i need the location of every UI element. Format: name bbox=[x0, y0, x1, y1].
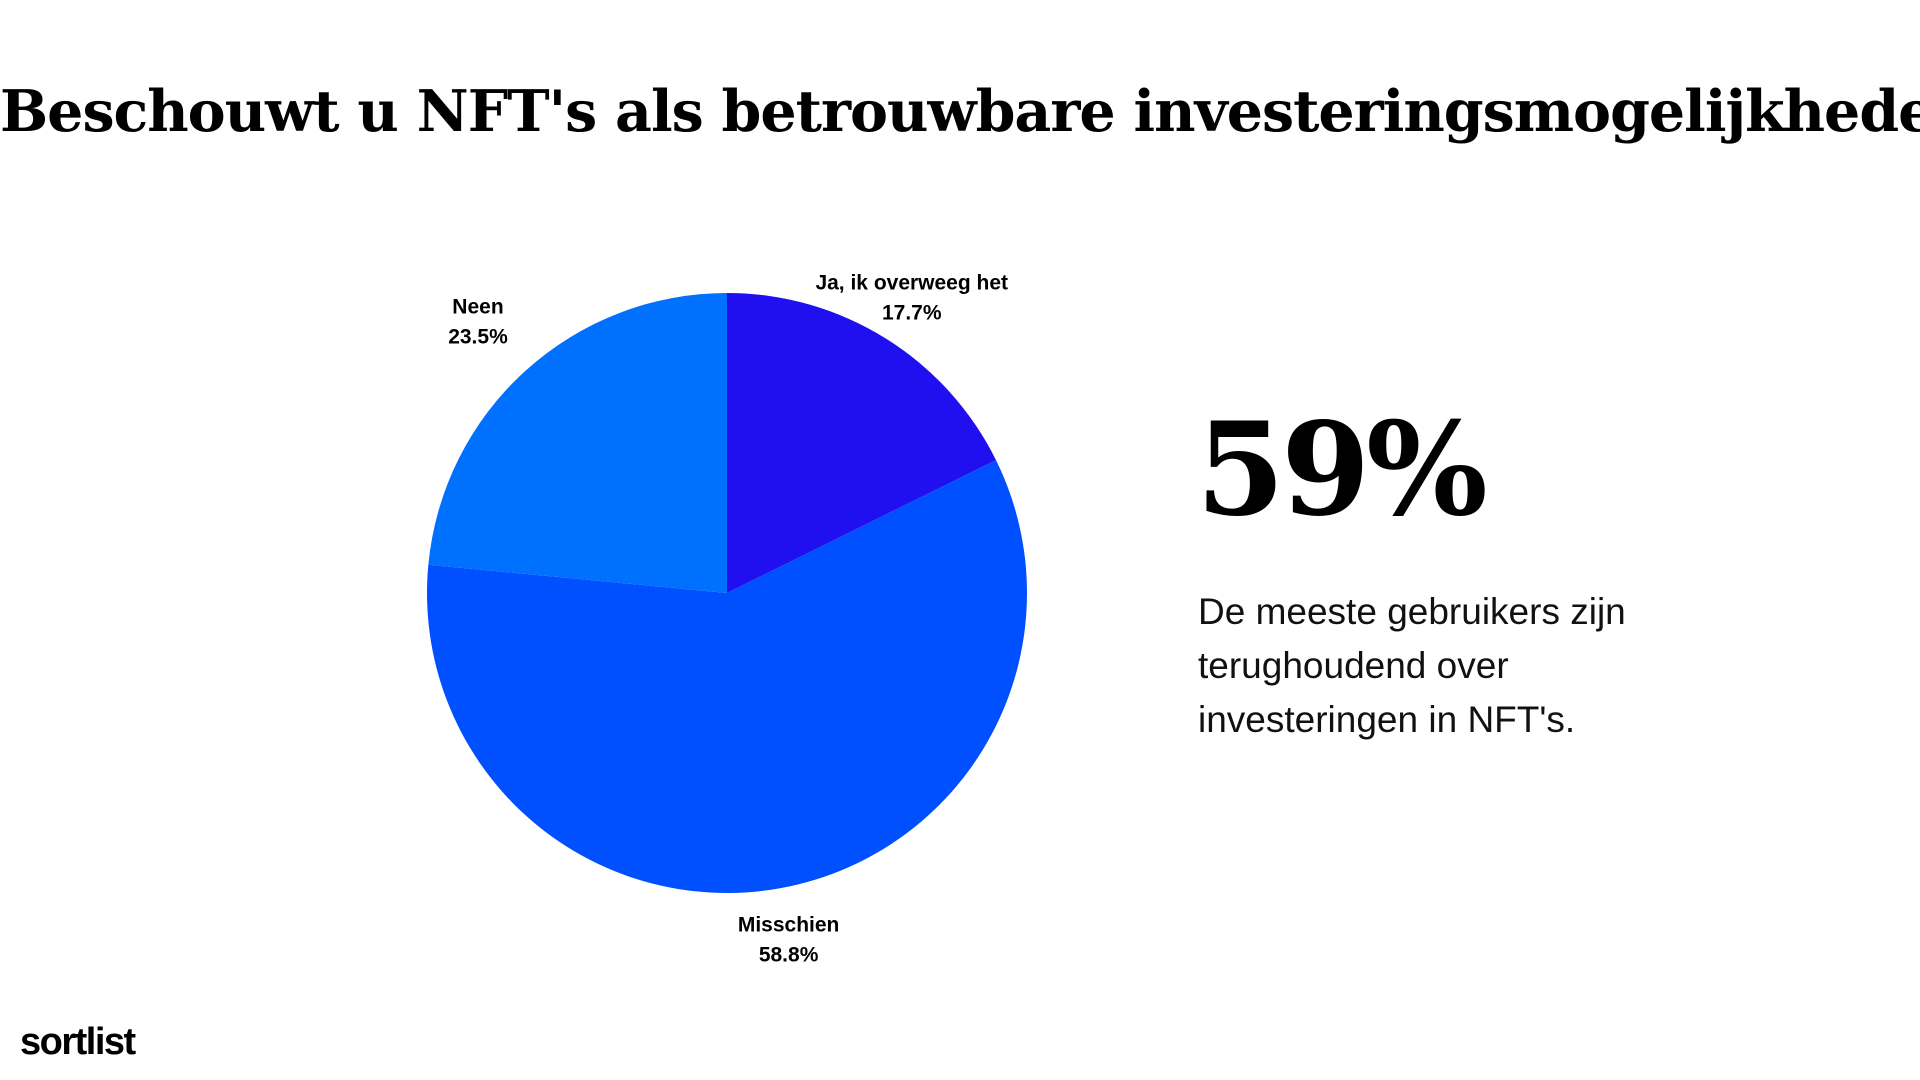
highlight-caption: De meeste gebruikers zijn terughoudend o… bbox=[1198, 591, 1626, 740]
sortlist-logo: sortlist bbox=[20, 1021, 136, 1063]
slice-category-label: Ja, ik overweeg het bbox=[815, 272, 1008, 295]
slice-category-label: Misschien bbox=[738, 913, 840, 936]
slice-percentage-label: 58.8% bbox=[759, 943, 819, 966]
chart-title: Beschouwt u NFT's als betrouwbare invest… bbox=[0, 78, 1920, 145]
pie-slice-ja-ik-overweeg-het bbox=[727, 293, 996, 593]
highlight-percentage: 59% bbox=[1196, 395, 1488, 545]
slice-category-label: Neen bbox=[452, 295, 503, 318]
slice-percentage-label: 17.7% bbox=[882, 302, 942, 325]
pie-slice-neen bbox=[428, 293, 727, 593]
slice-percentage-label: 23.5% bbox=[448, 325, 508, 348]
pie-slice-misschien bbox=[427, 460, 1028, 893]
